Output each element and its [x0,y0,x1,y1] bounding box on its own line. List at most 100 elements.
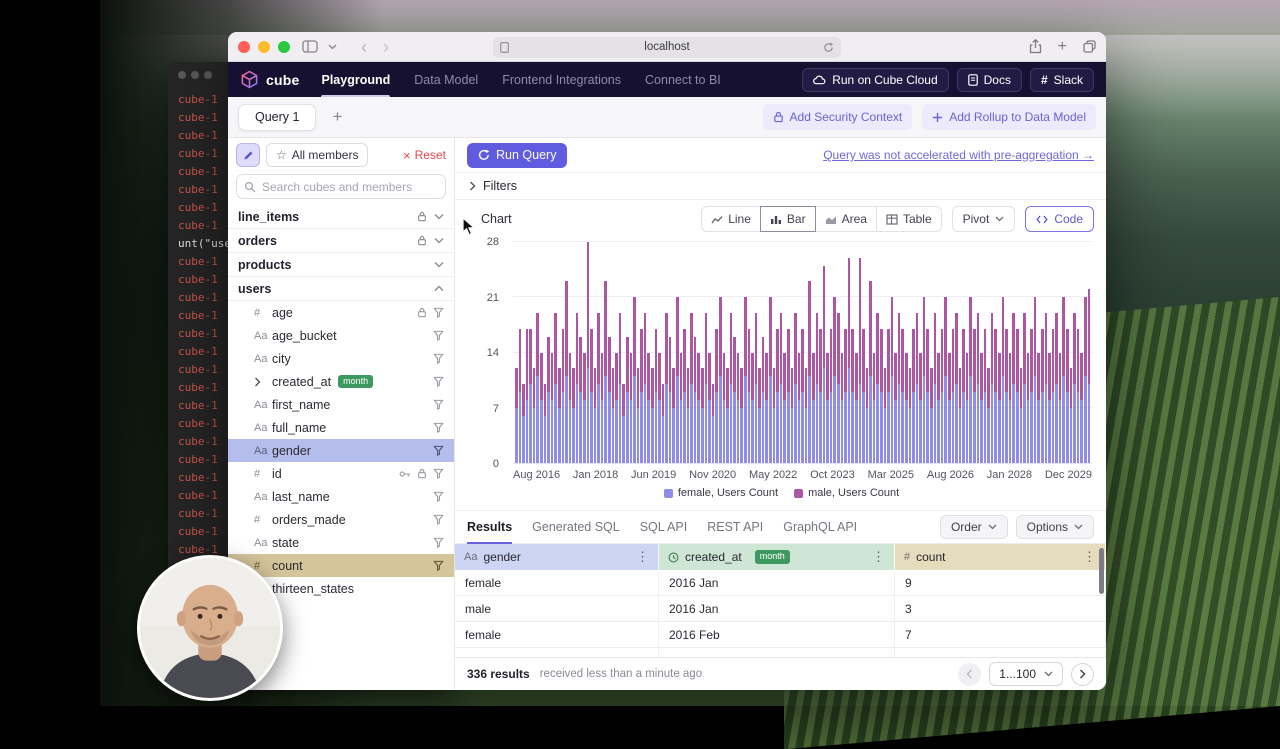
cube-orders[interactable]: orders [228,229,454,253]
options-button[interactable]: Options [1016,515,1094,539]
legend-item[interactable]: male, Users Count [794,487,899,499]
member-orders-made[interactable]: # orders_made [228,508,454,531]
traffic-lights[interactable] [238,41,290,53]
tab-query-1[interactable]: Query 1 [238,104,316,131]
tab-overview-icon[interactable] [1083,40,1096,53]
search-input[interactable] [262,180,438,194]
add-security-context-button[interactable]: Add Security Context [763,104,913,130]
chart-type-area[interactable]: Area [815,206,877,232]
close-window-button[interactable] [238,41,250,53]
sidebar-toggle-icon[interactable] [302,40,318,53]
all-members-button[interactable]: ☆ All members [266,143,368,167]
kebab-menu-icon[interactable]: ⋮ [872,549,885,565]
order-button[interactable]: Order [940,515,1008,539]
zoom-window-button[interactable] [278,41,290,53]
next-page-button[interactable] [1071,663,1094,686]
filter-icon[interactable] [433,445,444,456]
minimize-window-button[interactable] [258,41,270,53]
nav-connect-to-bi[interactable]: Connect to BI [645,62,721,97]
lock-icon [417,235,427,246]
stacked-bar [801,242,804,463]
tab-results[interactable]: Results [467,511,512,543]
chevron-down-icon[interactable] [434,261,444,268]
chevron-up-icon[interactable] [434,285,444,292]
filter-icon[interactable] [433,537,444,548]
kebab-menu-icon[interactable]: ⋮ [636,549,649,565]
table-scrollbar[interactable] [1099,548,1104,594]
filter-icon[interactable] [433,353,444,364]
member-first-name[interactable]: Aa first_name [228,393,454,416]
cube-products[interactable]: products [228,253,454,277]
member-full-name[interactable]: Aa full_name [228,416,454,439]
chevron-down-icon[interactable] [434,213,444,220]
chevron-down-icon[interactable] [328,44,337,50]
results-tabbar: Results Generated SQL SQL API REST API G… [455,510,1106,544]
reset-button[interactable]: × Reset [403,148,446,163]
filter-icon[interactable] [433,307,444,318]
stacked-bar [805,242,808,463]
tab-rest-api[interactable]: REST API [707,511,763,543]
member-last-name[interactable]: Aa last_name [228,485,454,508]
column-header-count[interactable]: # count ⋮ [895,544,1106,570]
chart-type-table[interactable]: Table [876,206,942,232]
prev-page-button[interactable] [958,663,981,686]
new-tab-icon[interactable]: + [1058,38,1067,56]
code-button[interactable]: Code [1025,206,1094,232]
filter-icon[interactable] [433,399,444,410]
member-count-selected[interactable]: # count [228,554,454,577]
address-bar[interactable]: localhost [493,37,841,58]
filters-section-toggle[interactable]: Filters [455,172,1106,200]
run-on-cube-cloud-button[interactable]: Run on Cube Cloud [802,68,948,92]
docs-button[interactable]: Docs [957,68,1022,92]
kebab-menu-icon[interactable]: ⋮ [1083,549,1096,565]
search-cubes-box[interactable] [236,174,446,199]
legend-item[interactable]: female, Users Count [664,487,778,499]
column-header-created-at[interactable]: created_at month ⋮ [659,544,895,570]
chart-type-bar[interactable]: Bar [760,206,816,232]
filter-icon[interactable] [433,560,444,571]
tab-generated-sql[interactable]: Generated SQL [532,511,620,543]
back-button[interactable]: ‹ [361,38,367,56]
granularity-badge[interactable]: month [338,375,373,389]
member-age[interactable]: # age [228,301,454,324]
add-query-tab-button[interactable]: + [324,104,350,130]
add-rollup-button[interactable]: Add Rollup to Data Model [922,104,1096,130]
cube-logo[interactable]: cube [240,70,299,89]
stacked-bar [1037,242,1040,463]
filter-icon[interactable] [433,468,444,479]
page-range-select[interactable]: 1...100 [989,662,1063,686]
filter-icon[interactable] [433,376,444,387]
pivot-button[interactable]: Pivot [952,206,1016,232]
filter-icon[interactable] [433,330,444,341]
tab-graphql-api[interactable]: GraphQL API [783,511,857,543]
brand-name: cube [266,72,299,88]
stacked-bar [637,242,640,463]
filter-icon[interactable] [433,514,444,525]
cube-line-items[interactable]: line_items [228,205,454,229]
preaggregation-link[interactable]: Query was not accelerated with pre-aggre… [823,148,1094,162]
member-gender-selected[interactable]: Aa gender [228,439,454,462]
nav-data-model[interactable]: Data Model [414,62,478,97]
forward-button[interactable]: › [383,38,389,56]
slack-button[interactable]: # Slack [1030,68,1094,92]
filter-icon[interactable] [433,491,444,502]
share-icon[interactable] [1029,39,1042,54]
nav-playground[interactable]: Playground [321,62,390,97]
member-created-at[interactable]: created_at month [228,370,454,393]
x-tick-label: Dec 2029 [1045,469,1092,481]
member-id[interactable]: # id [228,462,454,485]
run-query-button[interactable]: Run Query [467,143,567,168]
edit-query-button[interactable] [236,143,260,167]
member-state[interactable]: Aa state [228,531,454,554]
chart-type-line[interactable]: Line [701,206,761,232]
filter-icon[interactable] [433,422,444,433]
reload-icon[interactable] [823,42,834,53]
member-age-bucket[interactable]: Aa age_bucket [228,324,454,347]
member-city[interactable]: Aa city [228,347,454,370]
chevron-down-icon[interactable] [434,237,444,244]
tab-sql-api[interactable]: SQL API [640,511,687,543]
chevron-right-icon[interactable] [254,377,272,387]
cube-users[interactable]: users [228,277,454,301]
nav-frontend-integrations[interactable]: Frontend Integrations [502,62,621,97]
column-header-gender[interactable]: Aa gender ⋮ [455,544,659,570]
